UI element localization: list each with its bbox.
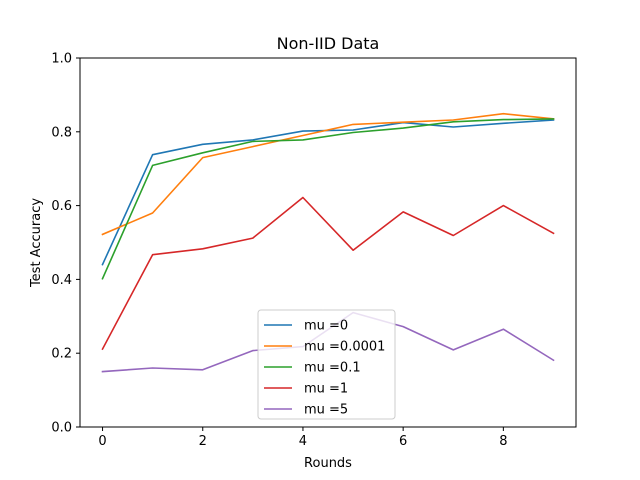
legend-label-1: mu =0.0001 (304, 340, 385, 355)
legend-label-2: mu =0.1 (304, 361, 361, 376)
series-line-2 (101, 118, 555, 280)
legend-label-4: mu =5 (304, 403, 348, 418)
x-tick-label-3: 6 (399, 434, 407, 449)
y-tick-label-0: 0.0 (51, 421, 72, 436)
series-line-1 (101, 112, 555, 236)
legend-box (257, 309, 396, 420)
ticks-layer: 0 2 4 6 8 0.0 0.2 0.4 0.6 0.8 1.0 (51, 52, 507, 450)
y-tick-label-5: 1.0 (51, 52, 72, 67)
series-line-3 (101, 196, 555, 351)
y-tick-label-1: 0.2 (51, 347, 72, 362)
legend: mu =0 mu =0.0001 mu =0.1 mu =1 mu =5 (257, 309, 396, 420)
x-tick-label-0: 0 (98, 434, 106, 449)
plot-frame (79, 57, 577, 428)
legend-label-3: mu =1 (304, 382, 348, 397)
y-axis-label: Test Accuracy (29, 198, 44, 288)
x-tick-label-2: 4 (299, 434, 307, 449)
x-tick-label-1: 2 (199, 434, 207, 449)
y-tick-label-2: 0.4 (51, 273, 72, 288)
chart-title: Non-IID Data (277, 34, 380, 53)
series-layer (101, 112, 555, 373)
x-axis-label: Rounds (304, 456, 352, 471)
y-tick-label-4: 0.8 (51, 125, 72, 140)
y-tick-label-3: 0.6 (51, 199, 72, 214)
legend-label-0: mu =0 (304, 319, 348, 334)
x-tick-label-4: 8 (499, 434, 507, 449)
